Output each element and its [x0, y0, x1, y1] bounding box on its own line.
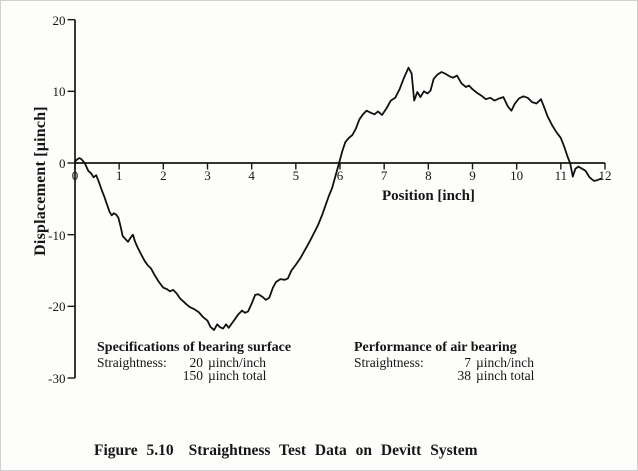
spec-unit-1: µinch/inch: [208, 354, 267, 370]
x-tick-label: 5: [292, 168, 300, 183]
spec-annotation-title: Specifications of bearing surface: [97, 340, 292, 355]
x-tick-label: 9: [469, 168, 476, 183]
x-tick-label: 6: [336, 168, 344, 183]
x-tick-label: 4: [248, 168, 255, 183]
figure-number: Figure 5.10: [94, 442, 174, 459]
x-tick-label: 0: [71, 168, 79, 183]
perf-value-2: 38: [457, 368, 472, 383]
x-tick-label: 10: [510, 168, 524, 183]
spec-annotation: Specifications of bearing surface Straig…: [97, 341, 291, 383]
y-tick-label: -20: [48, 299, 66, 315]
spec-value-1: 20: [189, 354, 204, 370]
performance-annotation: Performance of air bearing Straightness:…: [354, 341, 534, 383]
perf-value-row: 38 µinch total: [449, 368, 535, 383]
x-tick-label: 2: [160, 168, 167, 183]
spec-value-2: 150: [182, 368, 203, 383]
performance-annotation-title: Performance of air bearing: [354, 340, 517, 355]
x-tick-label: 1: [115, 168, 123, 183]
displacement-trace-line: [74, 66, 602, 331]
y-tick-label: -30: [48, 371, 66, 386]
x-tick-label: 8: [425, 168, 432, 183]
y-axis-title: Displacement [µinch]: [32, 106, 49, 256]
spec-straightness-label: Straightness:: [97, 354, 167, 370]
perf-value-row: 7 µinch/inch: [449, 354, 535, 370]
figure-title: Straightness Test Data on Devitt System: [188, 442, 478, 459]
y-tick-label: -10: [48, 227, 66, 243]
y-tick-label: 20: [52, 12, 66, 28]
y-tick-label: 0: [59, 156, 66, 171]
spec-value-row: 20 µinch/inch: [179, 354, 267, 370]
x-tick-label: 7: [380, 168, 388, 183]
perf-straightness-label: Straightness:: [354, 354, 424, 370]
y-tick-label: 10: [52, 84, 66, 100]
perf-unit-1: µinch/inch: [476, 354, 535, 370]
x-tick-label: 3: [204, 168, 211, 183]
x-tick-label: 12: [598, 168, 612, 183]
x-axis-title: Position [inch]: [382, 188, 475, 204]
spec-unit-2: µinch total: [208, 368, 267, 383]
perf-value-1: 7: [464, 354, 471, 370]
x-tick-label: 11: [554, 168, 568, 183]
perf-unit-2: µinch total: [476, 368, 535, 383]
spec-value-row: 150 µinch total: [179, 368, 267, 383]
figure-caption: Figure 5.10 Straightness Test Data on Dev…: [94, 442, 478, 460]
